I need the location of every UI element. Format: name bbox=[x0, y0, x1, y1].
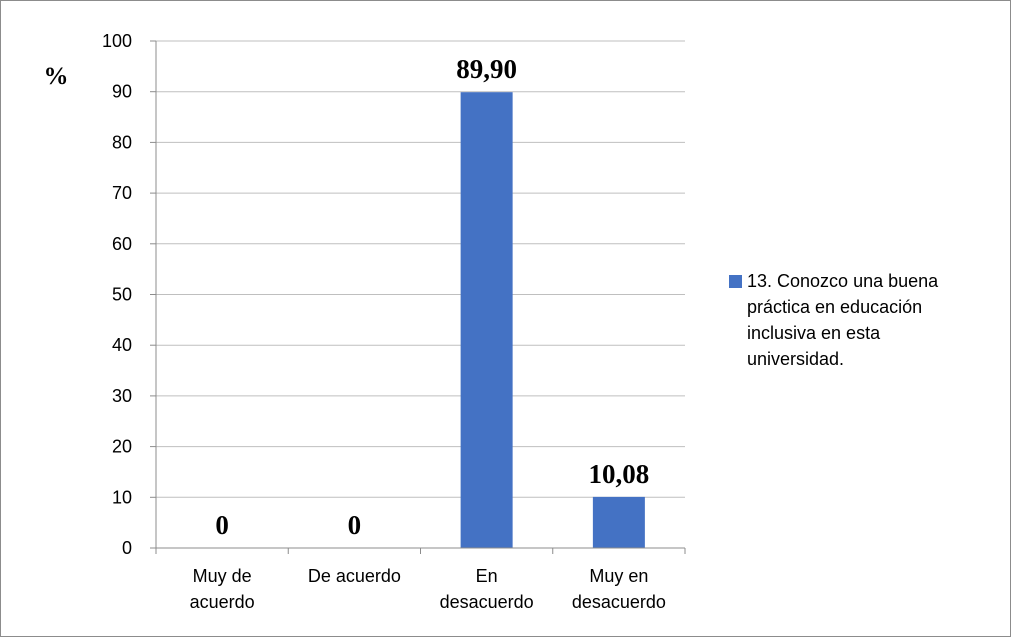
y-tick-label: 40 bbox=[112, 335, 132, 355]
data-label: 0 bbox=[348, 510, 362, 540]
x-category-label: En desacuerdo bbox=[440, 566, 534, 612]
y-tick-label: 50 bbox=[112, 285, 132, 305]
y-tick-label: 70 bbox=[112, 183, 132, 203]
x-category-labels: Muy de acuerdo De acuerdo En desacuerdo Muy e… bbox=[190, 566, 666, 612]
data-labels: 0 0 89,90 10,08 bbox=[215, 54, 649, 540]
data-label: 0 bbox=[215, 510, 229, 540]
legend: 13. Conozco una buena práctica en educaci… bbox=[729, 271, 939, 369]
x-category-label: De acuerdo bbox=[308, 566, 401, 586]
y-unit-label: % bbox=[44, 63, 69, 90]
data-label: 10,08 bbox=[589, 459, 650, 489]
bar bbox=[460, 92, 513, 548]
legend-entry: 13. Conozco una buena práctica en educaci… bbox=[747, 271, 939, 369]
legend-swatch bbox=[729, 275, 742, 288]
y-tick-labels: 0 10 20 30 40 50 60 70 80 90 100 bbox=[102, 31, 132, 558]
bars bbox=[460, 92, 645, 548]
y-tick-label: 80 bbox=[112, 132, 132, 152]
data-label: 89,90 bbox=[456, 54, 517, 84]
x-category-label: Muy en desacuerdo bbox=[572, 566, 666, 612]
y-tick-label: 100 bbox=[102, 31, 132, 51]
y-tick-label: 90 bbox=[112, 82, 132, 102]
axes bbox=[150, 40, 686, 554]
y-tick-label: 60 bbox=[112, 234, 132, 254]
x-category-label: Muy de acuerdo bbox=[190, 566, 255, 612]
bar bbox=[592, 496, 645, 548]
gridlines bbox=[156, 40, 685, 498]
y-tick-label: 0 bbox=[122, 538, 132, 558]
y-tick-label: 20 bbox=[112, 437, 132, 457]
y-tick-label: 30 bbox=[112, 386, 132, 406]
y-tick-label: 10 bbox=[112, 487, 132, 507]
